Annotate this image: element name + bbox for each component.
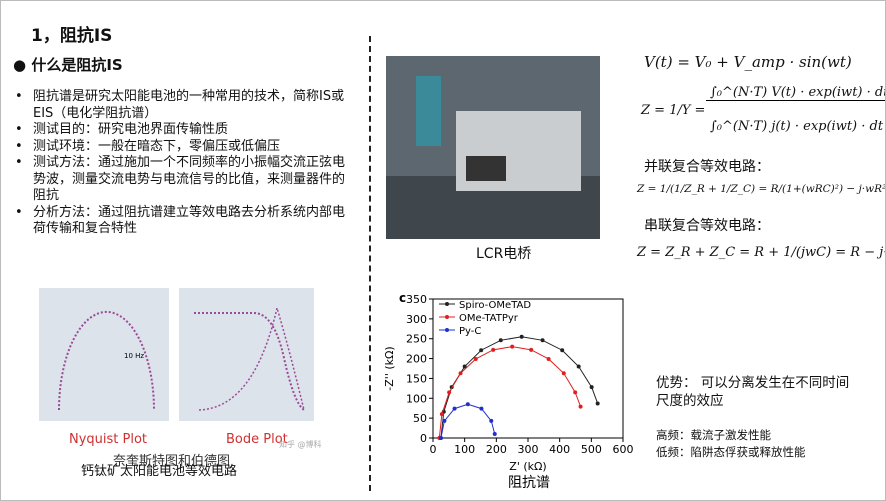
- formula: Z = Z_R + Z_C = R + 1/(jwC) = R − j·1/(w…: [637, 245, 885, 260]
- heading-text: 什么是阻抗IS: [31, 56, 123, 74]
- data-point: [479, 406, 484, 411]
- nyquist-caption: Nyquist Plot: [69, 432, 148, 447]
- data-point: [595, 401, 600, 406]
- freq-note: 10 Hz: [124, 352, 144, 360]
- bode-phase: [198, 305, 305, 411]
- data-point: [479, 348, 484, 353]
- data-point: [452, 406, 457, 411]
- photo: [386, 56, 600, 239]
- data-point: [447, 390, 452, 395]
- bode-caption: Bode Plot: [226, 432, 288, 447]
- formula: ∫₀^(N·T) j(t) · exp(iwt) · dt: [710, 119, 884, 134]
- formula: V(t) = V₀ + V_amp · sin(wt): [644, 53, 852, 71]
- photo-caption: LCR电桥: [476, 246, 532, 262]
- watermark: 知乎 @博科: [279, 440, 322, 449]
- data-point: [442, 418, 447, 423]
- data-point: [529, 347, 534, 352]
- nyquist-curve: [58, 310, 155, 411]
- y-tick-label: 200: [406, 353, 427, 366]
- series-line: [440, 336, 599, 439]
- note: 高频：载流子激发性能: [656, 428, 771, 442]
- heading: ● 什么是阻抗IS: [13, 56, 123, 74]
- data-point: [491, 347, 496, 352]
- bode-curve: [194, 312, 305, 411]
- x-tick-label: 200: [486, 443, 507, 456]
- x-tick-label: 600: [613, 443, 634, 456]
- bullet: 阻抗谱是研究太阳能电池的一种常用的技术，简称IS或EIS（电化学阻抗谱）: [11, 89, 351, 122]
- bullet: 测试目的：研究电池界面传输性质: [11, 122, 351, 139]
- panel-label: c: [399, 291, 406, 305]
- data-point: [438, 436, 443, 440]
- legend-label: Py-C: [459, 326, 481, 337]
- label: 串联复合等效电路：: [644, 218, 770, 234]
- y-tick-label: 300: [406, 313, 427, 326]
- nyquist-img: [39, 288, 169, 421]
- bullet: 测试方法：通过施加一个不同频率的小振幅交流正弦电势波，测量交流电势与电流信号的比…: [11, 155, 351, 205]
- y-tick-label: 250: [406, 333, 427, 346]
- data-point: [589, 385, 594, 390]
- formula: Z = 1/(1/Z_R + 1/Z_C) = R/(1+(wRC)²) − j…: [637, 183, 886, 195]
- x-tick-label: 500: [581, 443, 602, 456]
- y-tick-label: 150: [406, 372, 427, 385]
- note: 低频：陷阱态俘获或释放性能: [656, 445, 806, 459]
- formula: ∫₀^(N·T) V(t) · exp(iwt) · dt: [706, 85, 885, 101]
- y-tick-label: 0: [420, 432, 427, 445]
- title: 1，阻抗IS: [31, 26, 113, 46]
- data-point: [439, 412, 444, 417]
- data-point: [519, 334, 524, 339]
- data-point: [573, 390, 578, 395]
- impedance-chart: 0 100 200 300 400 500 600 0 50 100 150 200 250 300 350…: [383, 291, 634, 491]
- data-point: [546, 356, 551, 361]
- advantage: 优势： 可以分离发生在不同时间尺度的效应: [656, 375, 850, 409]
- formula: Z = 1/Y =: [641, 103, 706, 118]
- y-tick-label: 350: [406, 293, 427, 306]
- x-tick-label: 300: [518, 443, 539, 456]
- y-tick-label: 50: [413, 412, 427, 425]
- y-axis-label: -Z'' (kΩ): [383, 346, 396, 390]
- legend-label: OMe-TATPyr: [459, 313, 519, 324]
- data-point: [489, 418, 494, 423]
- caption: 阻抗谱: [508, 475, 550, 491]
- bullet: 分析方法：通过阻抗谱建立等效电路去分析系统内部电荷传输和复合特性: [11, 205, 351, 238]
- data-point: [510, 344, 515, 349]
- data-point: [561, 371, 566, 376]
- legend-marker: [445, 302, 449, 306]
- series-line: [440, 403, 496, 439]
- data-point: [465, 402, 470, 407]
- overlay: 钙钛矿太阳能电池等效电路: [81, 464, 238, 479]
- divider: [369, 36, 371, 491]
- data-point: [576, 364, 581, 369]
- x-tick-label: 0: [430, 443, 437, 456]
- bode-img: [179, 288, 314, 421]
- x-axis-label: Z' (kΩ): [509, 460, 546, 473]
- overlay: 奈奎斯特图和伯德图: [113, 454, 231, 469]
- bullets: 阻抗谱是研究太阳能电池的一种常用的技术，简称IS或EIS（电化学阻抗谱）测试目的…: [11, 89, 351, 238]
- data-point: [578, 404, 583, 409]
- y-tick-label: 100: [406, 392, 427, 405]
- data-point: [498, 338, 503, 343]
- data-point: [462, 364, 467, 369]
- legend-marker: [445, 315, 449, 319]
- x-tick-label: 400: [549, 443, 570, 456]
- data-point: [458, 371, 463, 376]
- data-point: [560, 348, 565, 353]
- label: 并联复合等效电路：: [644, 159, 770, 175]
- data-point: [473, 356, 478, 361]
- series-line: [438, 346, 582, 439]
- data-point: [540, 338, 545, 343]
- x-tick-label: 100: [454, 443, 475, 456]
- thumbs: 10 Hz: [39, 288, 314, 421]
- legend-label: Spiro-OMeTAD: [459, 300, 531, 311]
- legend-marker: [445, 328, 449, 332]
- data-point: [492, 432, 497, 437]
- bullet: 测试环境：一般在暗态下，零偏压或低偏压: [11, 139, 351, 156]
